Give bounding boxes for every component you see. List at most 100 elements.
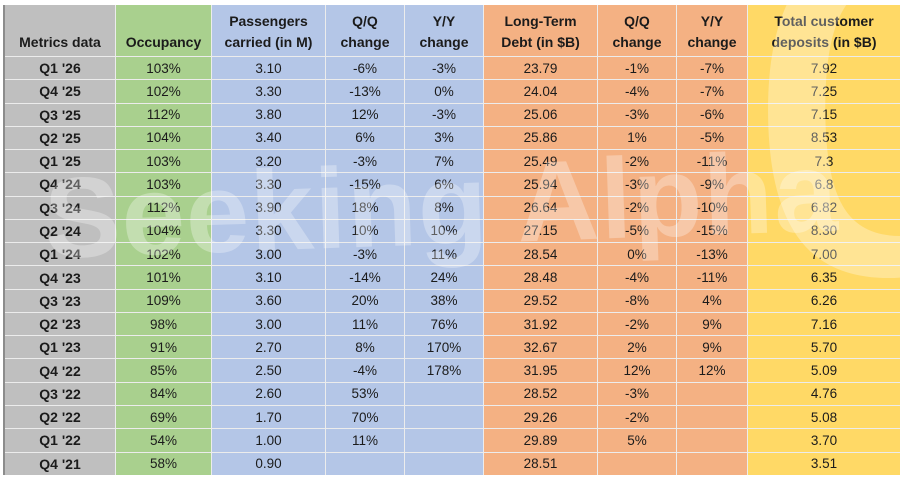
data-cell: 170% — [405, 336, 483, 359]
data-cell: 101% — [116, 266, 211, 289]
row-header: Q4 '23 — [5, 266, 115, 289]
data-cell: -4% — [326, 359, 404, 382]
data-cell: 26.64 — [484, 196, 597, 219]
data-cell: -2% — [598, 196, 676, 219]
data-cell: 25.86 — [484, 126, 597, 150]
data-cell: 10% — [326, 219, 404, 243]
data-cell: 25.49 — [484, 150, 597, 173]
data-cell: 6.8 — [748, 173, 900, 196]
data-cell: 3.30 — [212, 173, 325, 196]
row-header: Q1 '25 — [5, 150, 115, 173]
row-header: Q1 '23 — [5, 336, 115, 359]
data-cell: 103% — [116, 150, 211, 173]
data-cell: 112% — [116, 196, 211, 219]
data-cell: 6.35 — [748, 266, 900, 289]
data-cell: 2% — [598, 336, 676, 359]
data-cell: -11% — [677, 266, 747, 289]
data-cell: -3% — [598, 382, 676, 405]
data-cell: -4% — [598, 266, 676, 289]
data-cell: 76% — [405, 312, 483, 336]
row-header: Q2 '24 — [5, 219, 115, 243]
data-cell: 103% — [116, 173, 211, 196]
row-header: Q3 '22 — [5, 382, 115, 405]
data-cell: -3% — [405, 103, 483, 126]
row-header: Q4 '24 — [5, 173, 115, 196]
col-header-8: Total customer deposits (in $B) — [748, 5, 900, 56]
data-cell: 5% — [598, 429, 676, 452]
row-header: Q4 '22 — [5, 359, 115, 382]
data-cell: -3% — [326, 150, 404, 173]
data-cell: 10% — [405, 219, 483, 243]
data-cell — [405, 429, 483, 452]
data-cell: 5.70 — [748, 336, 900, 359]
data-cell: -14% — [326, 266, 404, 289]
data-cell: 32.67 — [484, 336, 597, 359]
data-cell: -15% — [326, 173, 404, 196]
row-header: Q4 '21 — [5, 452, 115, 475]
data-cell: 70% — [326, 405, 404, 429]
data-cell: 5.09 — [748, 359, 900, 382]
data-cell: 3.90 — [212, 196, 325, 219]
data-cell: 29.26 — [484, 405, 597, 429]
data-cell: -13% — [326, 80, 404, 103]
data-cell: 4% — [677, 289, 747, 312]
data-cell: 31.95 — [484, 359, 597, 382]
data-cell: 8% — [326, 336, 404, 359]
data-cell: 102% — [116, 243, 211, 266]
data-cell — [405, 452, 483, 475]
data-cell: 104% — [116, 126, 211, 150]
row-header: Q2 '23 — [5, 312, 115, 336]
data-cell: 98% — [116, 312, 211, 336]
col-header-7: Y/Y change — [677, 5, 747, 56]
data-cell: 3.40 — [212, 126, 325, 150]
data-cell: 6.82 — [748, 196, 900, 219]
data-cell: 28.52 — [484, 382, 597, 405]
data-cell: -6% — [677, 103, 747, 126]
data-cell: 7.16 — [748, 312, 900, 336]
data-cell: 24.04 — [484, 80, 597, 103]
data-cell: 20% — [326, 289, 404, 312]
data-cell: -6% — [326, 57, 404, 80]
data-cell: 25.94 — [484, 173, 597, 196]
row-header: Q4 '25 — [5, 80, 115, 103]
data-cell: -3% — [598, 173, 676, 196]
data-cell — [405, 405, 483, 429]
data-cell: 27.15 — [484, 219, 597, 243]
data-cell: 6.26 — [748, 289, 900, 312]
data-cell: 3.10 — [212, 266, 325, 289]
data-cell: 11% — [326, 429, 404, 452]
data-cell: 53% — [326, 382, 404, 405]
data-cell: 28.51 — [484, 452, 597, 475]
data-cell: 0% — [405, 80, 483, 103]
row-header: Q1 '26 — [5, 57, 115, 80]
data-cell — [677, 452, 747, 475]
data-cell: 8.30 — [748, 219, 900, 243]
data-cell: 23.79 — [484, 57, 597, 80]
data-cell: -2% — [598, 312, 676, 336]
data-cell: 0.90 — [212, 452, 325, 475]
data-cell: 12% — [326, 103, 404, 126]
data-cell: 2.60 — [212, 382, 325, 405]
data-cell: 84% — [116, 382, 211, 405]
data-cell — [598, 452, 676, 475]
row-header: Q3 '25 — [5, 103, 115, 126]
data-cell: 5.08 — [748, 405, 900, 429]
metrics-data-grid: Metrics data Occupancy Passengers carried … — [3, 5, 900, 475]
data-cell: 104% — [116, 219, 211, 243]
data-cell: 7.00 — [748, 243, 900, 266]
data-cell: 11% — [405, 243, 483, 266]
data-cell: -10% — [677, 196, 747, 219]
spreadsheet-table: Metrics data Occupancy Passengers carried … — [3, 5, 900, 475]
data-cell: -7% — [677, 80, 747, 103]
data-cell: 85% — [116, 359, 211, 382]
data-cell: 91% — [116, 336, 211, 359]
row-header: Q3 '24 — [5, 196, 115, 219]
data-cell: -2% — [598, 150, 676, 173]
data-cell: 18% — [326, 196, 404, 219]
data-cell: 3.30 — [212, 80, 325, 103]
row-header: Q3 '23 — [5, 289, 115, 312]
data-cell: 58% — [116, 452, 211, 475]
data-cell: 12% — [677, 359, 747, 382]
data-cell — [326, 452, 404, 475]
